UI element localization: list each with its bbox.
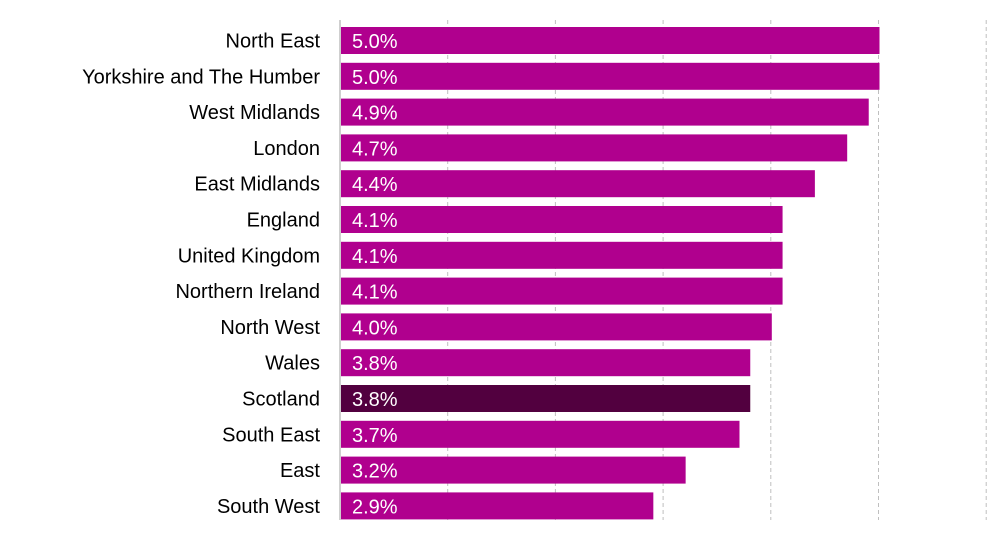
category-label: Northern Ireland xyxy=(175,281,320,303)
bar xyxy=(341,492,654,520)
category-label: London xyxy=(253,138,320,160)
category-label: England xyxy=(247,210,320,232)
value-label: 4.7% xyxy=(352,138,398,160)
bar xyxy=(341,420,740,448)
category-label: East xyxy=(280,460,320,482)
value-label: 5.0% xyxy=(352,67,398,89)
value-label: 3.2% xyxy=(352,461,398,483)
value-label: 4.1% xyxy=(352,282,398,304)
value-label: 4.9% xyxy=(352,103,398,125)
value-labels: 5.0% 5.0% 4.9% 4.7% 4.4% 4.1% 4.1% 4.1% 4.0% 3.8%… xyxy=(352,31,398,518)
bar xyxy=(341,241,783,269)
bar xyxy=(341,456,686,484)
bar xyxy=(341,313,772,341)
category-label: Wales xyxy=(265,353,320,375)
bar xyxy=(341,27,880,54)
bars xyxy=(341,27,880,520)
bar xyxy=(341,98,869,126)
bar xyxy=(341,385,751,412)
bar xyxy=(341,349,751,377)
category-label: West Midlands xyxy=(189,102,320,124)
value-label: 4.0% xyxy=(352,317,398,339)
category-label: Scotland xyxy=(242,389,320,411)
bar xyxy=(341,206,783,233)
value-label: 2.9% xyxy=(352,496,398,518)
value-label: 3.8% xyxy=(352,389,398,411)
category-label: United Kingdom xyxy=(178,245,320,267)
value-label: 3.7% xyxy=(352,425,398,447)
value-label: 5.0% xyxy=(352,31,398,53)
value-label: 4.1% xyxy=(352,246,398,268)
category-label: North East xyxy=(226,31,321,53)
value-label: 4.1% xyxy=(352,210,398,232)
category-label: East Midlands xyxy=(194,174,320,196)
bar xyxy=(341,134,848,162)
category-label: South West xyxy=(217,496,320,518)
category-label: South East xyxy=(222,424,320,446)
category-label: Yorkshire and The Humber xyxy=(82,66,320,88)
category-labels: North East Yorkshire and The Humber West M… xyxy=(82,31,320,518)
category-label: North West xyxy=(220,317,320,339)
bar xyxy=(341,277,783,305)
value-label: 4.4% xyxy=(352,174,398,196)
bar xyxy=(341,170,815,198)
value-label: 3.8% xyxy=(352,353,398,375)
bar xyxy=(341,62,880,90)
